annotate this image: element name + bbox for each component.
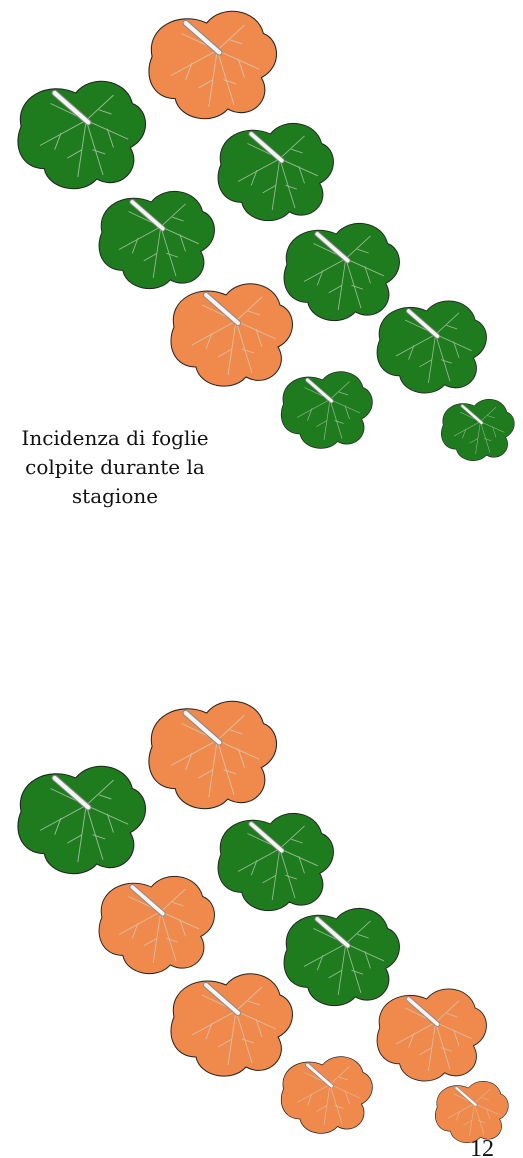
leaf	[18, 81, 146, 188]
leaf	[377, 989, 486, 1081]
leaf	[149, 11, 277, 118]
caption-line: Incidenza di foglie	[21, 426, 208, 450]
page-number: 12	[470, 1136, 494, 1158]
leaves-top	[18, 11, 517, 463]
leaves-bottom	[18, 701, 511, 1145]
leaf	[99, 876, 214, 973]
leaf	[281, 1057, 372, 1134]
leaf	[284, 908, 399, 1005]
leaf	[18, 766, 146, 873]
leaf	[171, 284, 293, 386]
leaf	[439, 397, 517, 463]
caption-line: stagione	[72, 484, 158, 508]
leaf	[218, 813, 333, 910]
leaf	[99, 191, 214, 288]
leaf	[377, 301, 486, 393]
caption-line: colpite durante la	[25, 455, 205, 479]
leaf	[171, 974, 293, 1076]
leaf	[433, 1079, 511, 1145]
leaf	[281, 372, 372, 449]
leaf	[218, 123, 333, 220]
leaf	[149, 701, 277, 808]
leaf	[284, 223, 399, 320]
